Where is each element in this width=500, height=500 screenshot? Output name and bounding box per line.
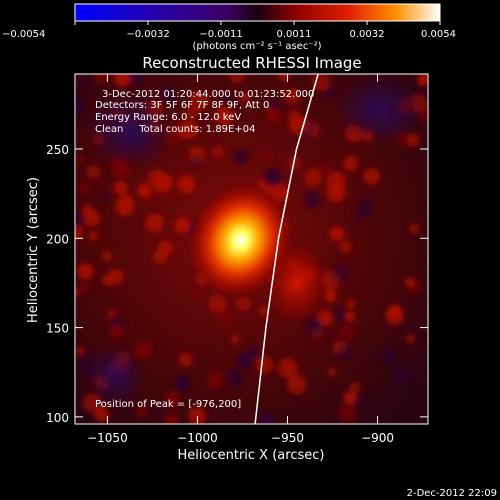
colorbar-tick-label: 0.0054 (421, 29, 456, 40)
y-tick-label: 200 (46, 232, 69, 246)
x-tick-label: −1050 (87, 431, 128, 445)
chart-title: Reconstructed RHESSI Image (142, 54, 361, 72)
info-line-counts: Clean Total counts: 1.89E+04 (95, 124, 255, 135)
y-tick-label: 100 (46, 411, 69, 425)
colorbar-tick-label: −0.0011 (199, 29, 242, 40)
info-line-time: 3-Dec-2012 01:20:44.000 to 01:23:52.000 (102, 89, 314, 100)
info-line-energy: Energy Range: 6.0 - 12.0 keV (95, 112, 241, 123)
solar-limb-curve (254, 74, 319, 424)
x-tick-label: −900 (361, 431, 394, 445)
axis-ticks: −1050 −1000 −950 −900 100 150 200 250 (46, 74, 428, 445)
negative-region-2 (85, 345, 145, 405)
colorbar-tick-label: 0.0011 (277, 29, 312, 40)
colorbar-ticks: −0.0054 −0.0032 −0.0011 0.0011 0.0032 0.0054 (2, 21, 456, 40)
y-axis-label: Heliocentric Y (arcsec) (26, 177, 41, 323)
negative-region (85, 90, 175, 170)
peak-source (189, 183, 293, 297)
colorbar-tick-label: 0.0032 (350, 29, 385, 40)
colorbar-tick-label: −0.0054 (2, 29, 45, 40)
footer-timestamp: 2-Dec-2012 22:09 (407, 488, 497, 499)
x-axis-label: Heliocentric X (arcsec) (178, 448, 325, 463)
colorbar (74, 3, 441, 22)
x-tick-label: −950 (271, 431, 304, 445)
peak-position-label: Position of Peak = [-976,200] (95, 399, 241, 410)
y-tick-label: 150 (46, 322, 69, 336)
plot-frame (74, 73, 429, 425)
info-line-detectors: Detectors: 3F 5F 6F 7F 8F 9F, Att 0 (95, 100, 269, 111)
colorbar-tick-label: −0.0032 (126, 29, 169, 40)
y-tick-label: 250 (46, 143, 69, 157)
heatmap-image (75, 74, 428, 424)
colorbar-units: (photons cm⁻² s⁻¹ asec⁻²) (192, 41, 321, 52)
negative-region-3 (335, 75, 425, 145)
x-tick-label: −1000 (177, 431, 218, 445)
